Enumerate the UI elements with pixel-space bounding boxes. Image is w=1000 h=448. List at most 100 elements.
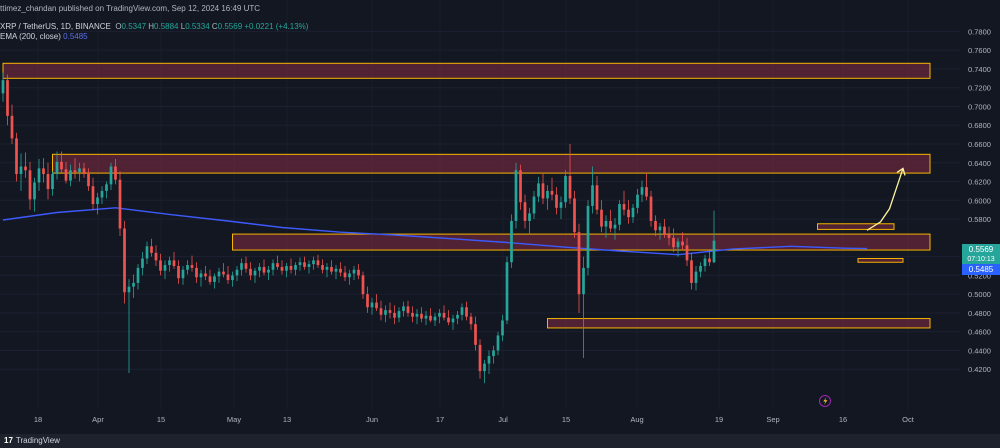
- candle-body: [181, 269, 185, 279]
- low-value: 0.5334: [185, 22, 210, 31]
- high-label: H: [148, 22, 155, 31]
- candle-body: [469, 316, 473, 325]
- candle-body: [226, 274, 230, 281]
- candle-body: [150, 246, 153, 253]
- candle-body: [429, 315, 432, 321]
- candle-body: [523, 202, 527, 221]
- candle-body: [636, 194, 639, 208]
- candle-body: [159, 260, 162, 271]
- time-axis[interactable]: 18 Apr 15 May 13 Jun 17 Jul 15 Aug 19 Sep 16 Oct: [34, 415, 915, 424]
- ema-price-tag: [962, 264, 1000, 275]
- candle-body: [361, 275, 365, 295]
- candle-body: [708, 258, 711, 263]
- high-value: 0.5884: [154, 22, 179, 31]
- candle-body: [46, 174, 50, 190]
- candle-body: [6, 80, 9, 116]
- y-tick-label: 0.4800: [968, 309, 991, 318]
- last-price-tag: [962, 244, 1000, 264]
- y-tick-label: 0.7400: [968, 65, 991, 74]
- candle-body: [78, 168, 81, 173]
- candle-body: [24, 166, 27, 171]
- candle-body: [276, 263, 279, 267]
- y-tick-label: 0.4200: [968, 365, 991, 374]
- price-axis[interactable]: 0.7800 0.7600 0.7400 0.7200 0.7000 0.6800 0.66…: [968, 27, 991, 374]
- y-tick-label: 0.5800: [968, 215, 991, 224]
- x-tick-label: 17: [436, 415, 444, 424]
- candle-body: [627, 209, 630, 218]
- y-tick-label: 0.6600: [968, 140, 991, 149]
- candle-body: [631, 207, 635, 218]
- candlesticks: [1, 72, 716, 384]
- candle-body: [568, 175, 572, 199]
- publish-info: ttimez_chandan published on TradingView.…: [0, 4, 260, 14]
- tradingview-brand[interactable]: 17 TradingView: [4, 436, 60, 445]
- candle-body: [537, 183, 540, 197]
- candle-body: [100, 190, 104, 198]
- y-tick-label: 0.5000: [968, 290, 991, 299]
- candle-body: [604, 220, 608, 227]
- countdown-label: 07:10:13: [967, 256, 994, 263]
- candle-body: [105, 184, 108, 191]
- symbol-title[interactable]: XRP / TetherUS, 1D, BINANCE: [0, 22, 111, 31]
- ema-value: 0.5485: [63, 32, 88, 41]
- candle-body: [33, 182, 36, 200]
- candle-body: [424, 315, 428, 319]
- candle-body: [267, 269, 270, 273]
- candle-body: [442, 312, 446, 318]
- candle-body: [82, 168, 86, 175]
- candle-body: [199, 273, 203, 278]
- candle-body: [393, 312, 396, 318]
- candle-body: [501, 320, 504, 336]
- candle-body: [352, 269, 356, 274]
- candle-body: [316, 260, 320, 266]
- y-tick-label: 0.4400: [968, 346, 991, 355]
- lightning-icon[interactable]: [819, 395, 831, 407]
- candle-body: [420, 313, 423, 319]
- candle-body: [240, 263, 243, 270]
- ema-line: [2, 207, 868, 256]
- close-label: C: [211, 22, 218, 31]
- candle-body: [91, 186, 95, 205]
- close-value: 0.5569: [217, 22, 243, 31]
- candle-body: [154, 252, 158, 261]
- published-text: ttimez_chandan published on TradingView.…: [0, 4, 261, 13]
- projection-line: [866, 168, 904, 231]
- candle-body: [334, 268, 338, 272]
- candle-body: [285, 266, 288, 271]
- candle-body: [114, 166, 117, 180]
- candle-body: [514, 170, 518, 221]
- x-tick-label: Sep: [766, 415, 779, 424]
- zone-box: [857, 257, 904, 263]
- candle-body: [550, 190, 554, 195]
- candle-body: [438, 312, 441, 317]
- candle-body: [532, 196, 536, 214]
- price-tags: 0.5569 07:10:13 0.5485: [962, 244, 1000, 275]
- x-tick-label: Jul: [498, 415, 508, 424]
- candle-body: [460, 307, 464, 315]
- candle-body: [681, 241, 684, 246]
- candle-body: [118, 179, 122, 229]
- candle-body: [573, 198, 576, 233]
- candle-body: [208, 276, 212, 282]
- x-tick-label: Jun: [366, 415, 378, 424]
- candle-body: [546, 190, 549, 199]
- x-tick-label: 13: [283, 415, 291, 424]
- support-resistance-zones: [2, 62, 931, 329]
- brand-text: TradingView: [15, 436, 60, 445]
- candle-body: [294, 265, 297, 270]
- ema-200-line: [2, 207, 868, 256]
- candle-body: [253, 270, 257, 276]
- y-tick-label: 0.7800: [968, 27, 991, 36]
- open-value: 0.5347: [121, 22, 147, 31]
- candle-body: [321, 265, 324, 270]
- y-tick-label: 0.4600: [968, 328, 991, 337]
- ema-label[interactable]: EMA (200, close): [0, 32, 61, 41]
- candle-body: [600, 209, 603, 227]
- y-tick-label: 0.7200: [968, 84, 991, 93]
- candle-body: [478, 344, 482, 372]
- candle-body: [145, 246, 149, 259]
- candle-body: [519, 170, 522, 203]
- candle-body: [348, 273, 351, 278]
- candle-body: [69, 170, 72, 181]
